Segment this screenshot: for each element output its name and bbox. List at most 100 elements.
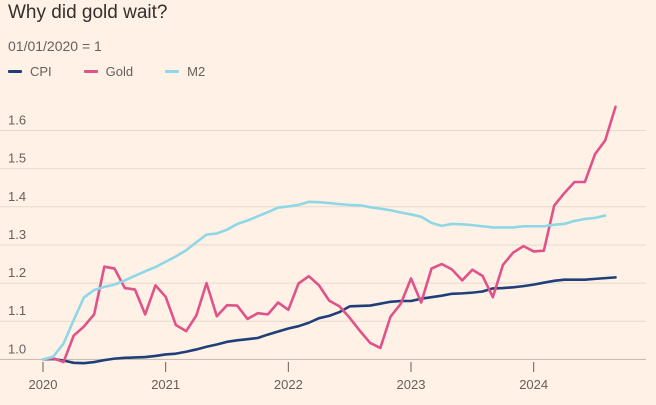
y-tick-label: 1.3 [8,227,26,242]
data-point-cpi [236,339,238,341]
data-point-gold [297,282,299,284]
data-point-cpi [594,278,596,280]
data-point-cpi [103,359,105,361]
data-point-gold [134,288,136,290]
data-point-cpi [553,280,555,282]
data-point-m2 [543,225,545,227]
data-point-cpi [614,276,616,278]
y-tick-label: 1.4 [8,189,26,204]
data-point-gold [461,279,463,281]
data-point-cpi [492,287,494,289]
data-point-gold [144,313,146,315]
data-point-cpi [72,362,74,364]
data-point-cpi [573,278,575,280]
data-point-m2 [502,226,504,228]
data-point-m2 [267,211,269,213]
data-point-m2 [42,358,44,360]
data-point-gold [492,296,494,298]
data-point-gold [348,317,350,319]
data-point-cpi [195,348,197,350]
data-point-gold [195,314,197,316]
data-point-gold [594,153,596,155]
data-point-gold [604,139,606,141]
data-point-m2 [389,209,391,211]
data-point-cpi [318,317,320,319]
data-point-gold [379,347,381,349]
data-point-m2 [461,223,463,225]
data-point-m2 [492,226,494,228]
data-point-m2 [297,204,299,206]
data-point-m2 [584,218,586,220]
data-point-m2 [338,203,340,205]
legend-label-gold: Gold [105,64,134,79]
data-point-cpi [256,337,258,339]
data-point-gold [72,335,74,337]
data-point-cpi [277,330,279,332]
data-point-cpi [93,361,95,363]
data-point-gold [440,263,442,265]
data-point-gold [205,282,207,284]
chart-title: Why did gold wait? [8,2,168,23]
data-point-m2 [195,241,197,243]
x-tick-label: 2024 [519,377,548,392]
data-point-gold [389,315,391,317]
data-point-gold [267,313,269,315]
data-point-m2 [328,202,330,204]
series-line-gold [41,105,617,364]
data-point-m2 [410,213,412,215]
data-point-gold [420,301,422,303]
data-point-cpi [205,346,207,348]
data-point-m2 [532,225,534,227]
data-point-m2 [164,261,166,263]
data-point-m2 [430,222,432,224]
y-tick-label: 1.0 [8,341,26,356]
data-point-cpi [461,292,463,294]
data-point-m2 [83,296,85,298]
data-point-cpi [359,305,361,307]
data-point-cpi [389,301,391,303]
data-point-cpi [512,286,514,288]
data-point-m2 [216,232,218,234]
data-point-cpi [543,282,545,284]
data-point-m2 [563,223,565,225]
data-point-cpi [216,343,218,345]
chart-legend: CPI Gold M2 [8,64,237,79]
data-point-cpi [532,283,534,285]
data-point-cpi [185,351,187,353]
data-point-gold [113,267,115,269]
data-point-m2 [481,225,483,227]
data-point-m2 [594,217,596,219]
data-point-m2 [359,204,361,206]
data-point-gold [522,245,524,247]
data-point-m2 [103,286,105,288]
data-point-cpi [471,291,473,293]
data-point-gold [318,284,320,286]
data-point-m2 [440,225,442,227]
y-tick-label: 1.2 [8,265,26,280]
data-point-m2 [308,201,310,203]
data-point-m2 [451,223,453,225]
data-point-m2 [553,224,555,226]
data-point-gold [481,275,483,277]
data-point-cpi [410,300,412,302]
data-point-m2 [573,220,575,222]
data-point-gold [83,325,85,327]
data-point-gold [532,250,534,252]
x-tick-label: 2022 [274,377,303,392]
data-point-gold [400,302,402,304]
data-point-m2 [62,343,64,345]
data-point-gold [308,275,310,277]
data-point-cpi [175,352,177,354]
data-point-gold [154,284,156,286]
legend-swatch-m2 [165,70,180,73]
legend-swatch-cpi [8,70,22,73]
data-point-cpi [83,362,85,364]
data-point-gold [246,318,248,320]
data-point-cpi [563,278,565,280]
data-point-gold [573,181,575,183]
data-point-m2 [113,283,115,285]
data-point-gold [164,296,166,298]
data-point-m2 [348,204,350,206]
data-point-gold [93,313,95,315]
